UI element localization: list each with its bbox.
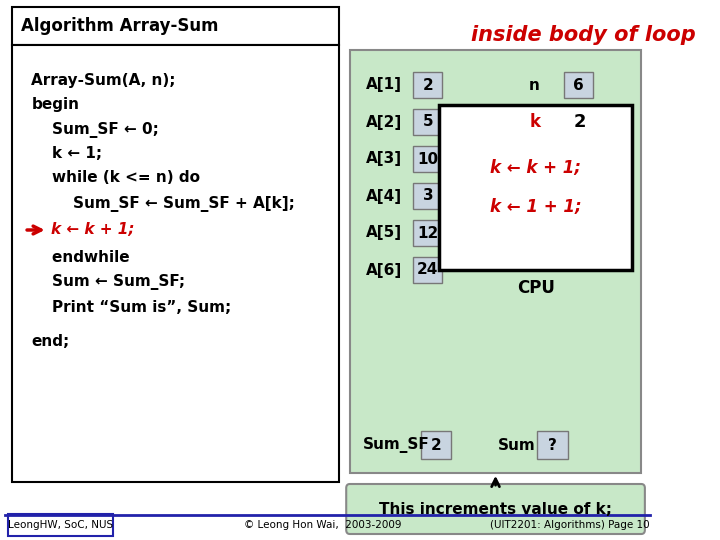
FancyBboxPatch shape (413, 257, 442, 283)
Text: k: k (529, 113, 540, 131)
Text: A[1]: A[1] (366, 78, 402, 92)
FancyBboxPatch shape (12, 45, 339, 482)
Text: 24: 24 (417, 262, 438, 278)
Text: A[2]: A[2] (366, 114, 402, 130)
Text: CPU: CPU (517, 279, 555, 297)
Text: A[4]: A[4] (366, 188, 402, 204)
Text: k ← 1 + 1;: k ← 1 + 1; (490, 198, 582, 217)
FancyBboxPatch shape (413, 146, 442, 172)
FancyBboxPatch shape (413, 183, 442, 209)
FancyBboxPatch shape (564, 107, 596, 137)
Text: 2: 2 (574, 113, 587, 131)
Text: end;: end; (32, 334, 70, 349)
Text: A[6]: A[6] (366, 262, 402, 278)
Text: inside body of loop: inside body of loop (471, 25, 696, 45)
Text: n: n (529, 78, 540, 92)
Text: begin: begin (32, 97, 79, 111)
Text: 5: 5 (423, 114, 433, 130)
FancyBboxPatch shape (8, 514, 113, 536)
Text: 2: 2 (431, 437, 441, 453)
FancyBboxPatch shape (12, 7, 339, 45)
FancyBboxPatch shape (564, 72, 593, 98)
Text: 2: 2 (423, 78, 433, 92)
FancyBboxPatch shape (420, 431, 451, 459)
Text: This increments value of k;: This increments value of k; (379, 502, 612, 516)
Text: A[3]: A[3] (366, 152, 402, 166)
FancyBboxPatch shape (537, 431, 568, 459)
Text: A[5]: A[5] (366, 226, 402, 240)
Text: Print “Sum is”, Sum;: Print “Sum is”, Sum; (32, 300, 232, 314)
Text: 12: 12 (417, 226, 438, 240)
Text: Array-Sum(A, n);: Array-Sum(A, n); (32, 72, 176, 87)
Text: (UIT2201: Algorithms) Page 10: (UIT2201: Algorithms) Page 10 (490, 520, 649, 530)
Text: k ← k + 1;: k ← k + 1; (51, 222, 135, 238)
FancyBboxPatch shape (413, 72, 442, 98)
Text: © Leong Hon Wai,  2003-2009: © Leong Hon Wai, 2003-2009 (244, 520, 402, 530)
Text: Sum: Sum (498, 437, 536, 453)
FancyBboxPatch shape (350, 50, 642, 473)
Text: ?: ? (548, 437, 557, 453)
Text: 6: 6 (573, 78, 584, 92)
Text: Sum_SF: Sum_SF (364, 437, 430, 453)
Text: LeongHW, SoC, NUS: LeongHW, SoC, NUS (7, 520, 113, 530)
FancyBboxPatch shape (346, 484, 645, 534)
FancyBboxPatch shape (439, 105, 632, 270)
Text: k ← k + 1;: k ← k + 1; (490, 159, 582, 177)
Text: Sum ← Sum_SF;: Sum ← Sum_SF; (32, 274, 186, 290)
Text: while (k <= n) do: while (k <= n) do (32, 171, 200, 186)
FancyBboxPatch shape (413, 220, 442, 246)
FancyBboxPatch shape (413, 109, 442, 135)
Text: k ← 1;: k ← 1; (32, 146, 102, 161)
Text: Algorithm Array-Sum: Algorithm Array-Sum (21, 17, 218, 35)
Text: Sum_SF ← Sum_SF + A[k];: Sum_SF ← Sum_SF + A[k]; (32, 196, 295, 212)
Text: 3: 3 (423, 188, 433, 204)
Text: endwhile: endwhile (32, 249, 130, 265)
Text: 10: 10 (418, 152, 438, 166)
Text: Sum_SF ← 0;: Sum_SF ← 0; (32, 122, 159, 138)
